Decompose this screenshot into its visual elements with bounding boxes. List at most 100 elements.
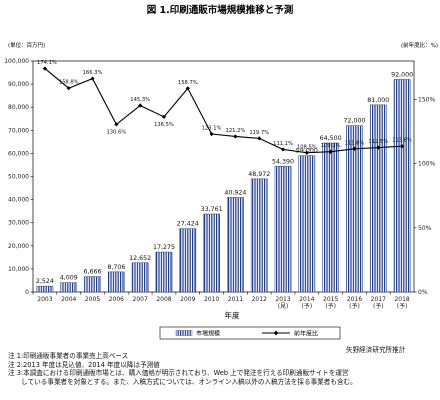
x-tick-note: (予) bbox=[397, 302, 408, 310]
x-tick-label: 2012 bbox=[252, 296, 267, 303]
ratio-label: 174.1% bbox=[37, 60, 57, 66]
bar bbox=[203, 213, 220, 293]
bar-value-label: 81,000 bbox=[367, 97, 389, 104]
x-tick-label: 2005 bbox=[85, 296, 100, 303]
bar-value-label: 33,761 bbox=[201, 206, 223, 213]
bar bbox=[274, 166, 292, 293]
bar-value-label: 48,972 bbox=[248, 171, 270, 178]
legend-line-marker bbox=[273, 330, 279, 336]
footnote-1: 注 1:印刷通販事業者の事業売上高ベース bbox=[8, 352, 129, 360]
ratio-point bbox=[304, 150, 309, 155]
footnote-3-cont: している事業者を対象とする。また、入稿方式については、オンライン入稿以外の入稿方… bbox=[8, 377, 357, 386]
ratio-label: 158.8% bbox=[59, 80, 79, 86]
y2-tick-label: 100% bbox=[418, 161, 435, 168]
bar bbox=[107, 271, 125, 293]
footnotes: 注 1:印刷通販事業者の事業売上高ベース 注 2:2013 年度は見込値、201… bbox=[8, 352, 436, 386]
x-tick-note: (予) bbox=[349, 302, 360, 310]
bar-value-label: 4,009 bbox=[60, 275, 78, 282]
x-tick-note: (見) bbox=[278, 303, 289, 310]
bar-value-label: 64,500 bbox=[320, 135, 342, 142]
ratio-label: 145.3% bbox=[130, 97, 150, 103]
bar bbox=[179, 228, 197, 293]
ratio-point bbox=[114, 122, 119, 127]
legend-bar-label: 市場規模 bbox=[196, 330, 220, 338]
ratio-label: 108.5% bbox=[297, 144, 317, 150]
ratio-label: 111.1% bbox=[273, 141, 293, 147]
bar bbox=[322, 142, 340, 293]
bar-value-label: 54,390 bbox=[272, 158, 294, 165]
x-tick-label: 2003 bbox=[37, 296, 52, 303]
ratio-line-series: 174.1% 158.8% 166.3% 130.6% 145.3% 136.5% 158.… bbox=[37, 60, 412, 155]
x-tick-note: (予) bbox=[325, 302, 336, 310]
bar-value-label: 12,652 bbox=[129, 255, 151, 262]
bar bbox=[84, 276, 101, 293]
bar-value-label: 2,524 bbox=[36, 278, 54, 285]
y2-tick-label: 0% bbox=[418, 289, 428, 296]
y-tick-label: 20,000 bbox=[8, 243, 29, 250]
bar-value-label: 6,666 bbox=[84, 269, 102, 276]
bar bbox=[369, 104, 387, 293]
x-axis-label: 年度 bbox=[225, 310, 240, 320]
legend: 市場規模 前年度比 bbox=[159, 326, 341, 340]
ratio-label: 136.5% bbox=[154, 122, 174, 128]
x-tick-label: 2016 bbox=[347, 296, 362, 303]
ratio-label: 113.6% bbox=[392, 138, 412, 144]
bar-series bbox=[36, 79, 411, 293]
y2-tick-label: 150% bbox=[418, 97, 435, 104]
legend-box bbox=[159, 326, 341, 340]
bar bbox=[250, 178, 268, 293]
x-tick-label: 2014 bbox=[299, 296, 314, 303]
bar-value-label: 8,706 bbox=[107, 264, 125, 271]
x-tick-label: 2017 bbox=[371, 296, 386, 303]
bar bbox=[298, 155, 316, 293]
bar bbox=[346, 125, 363, 293]
x-tick-note: (予) bbox=[302, 302, 313, 310]
bar-value-label: 17,275 bbox=[153, 244, 175, 251]
ratio-label: 130.6% bbox=[106, 129, 126, 135]
ratio-point bbox=[328, 149, 333, 154]
ratio-point bbox=[209, 131, 214, 137]
bar bbox=[393, 79, 411, 293]
y-tick-label: 40,000 bbox=[8, 197, 29, 204]
x-axis-ticks: 2003 2004 2005 2006 2007 2008 2009 2010 2011 2012… bbox=[32, 292, 410, 310]
right-unit-label: (前年度比：%) bbox=[401, 41, 438, 49]
x-tick-label: 2011 bbox=[228, 296, 243, 303]
ratio-label: 123.1% bbox=[202, 126, 222, 132]
ratio-point bbox=[257, 136, 262, 141]
x-tick-label: 2013 bbox=[275, 296, 290, 303]
ratio-point bbox=[352, 146, 357, 151]
y2-tick-label: 50% bbox=[418, 225, 432, 232]
x-tick-label: 2015 bbox=[323, 296, 338, 303]
ratio-point bbox=[90, 76, 95, 81]
ratio-point bbox=[161, 114, 167, 119]
x-tick-note: (予) bbox=[373, 302, 384, 310]
bar bbox=[131, 262, 149, 293]
y-tick-label: 90,000 bbox=[8, 81, 29, 88]
y-tick-label: 80,000 bbox=[8, 104, 29, 111]
ratio-label: 112.5% bbox=[368, 139, 388, 145]
y-tick-label: 0 bbox=[25, 289, 29, 296]
chart-title: 図 1.印刷通販市場規模推移と予測 bbox=[147, 4, 294, 16]
bar bbox=[227, 197, 244, 293]
x-tick-label: 2010 bbox=[204, 296, 219, 303]
ratio-point bbox=[399, 144, 405, 149]
y-tick-label: 100,000 bbox=[4, 58, 29, 65]
source-credit: 矢野経済研究所推計 bbox=[346, 346, 406, 354]
ratio-point bbox=[138, 103, 143, 108]
ratio-point bbox=[66, 86, 71, 91]
bar-value-label: 72,000 bbox=[343, 118, 365, 125]
market-size-chart: 図 1.印刷通販市場規模推移と予測 (単位：百万円) (前年度比：%) 0 10,… bbox=[4, 4, 438, 340]
ratio-label: 166.3% bbox=[83, 70, 103, 76]
ratio-point bbox=[42, 66, 48, 71]
bar-value-label: 92,000 bbox=[391, 71, 413, 78]
bar-value-label: 40,924 bbox=[224, 189, 246, 196]
ratio-label: 119.7% bbox=[249, 130, 269, 136]
x-tick-label: 2007 bbox=[133, 296, 148, 303]
footnote-2: 注 2:2013 年度は見込値、2014 年度以降は予測値 bbox=[8, 360, 160, 369]
ratio-point bbox=[376, 145, 381, 150]
y-tick-label: 10,000 bbox=[8, 266, 29, 273]
footnote-3: 注 3:本調査における印刷通販市場とは、購入価格が明示されており、Web 上で発… bbox=[8, 369, 349, 378]
ratio-label: 111.6% bbox=[345, 140, 365, 146]
x-tick-label: 2006 bbox=[109, 296, 124, 303]
legend-bar-swatch bbox=[175, 330, 193, 336]
